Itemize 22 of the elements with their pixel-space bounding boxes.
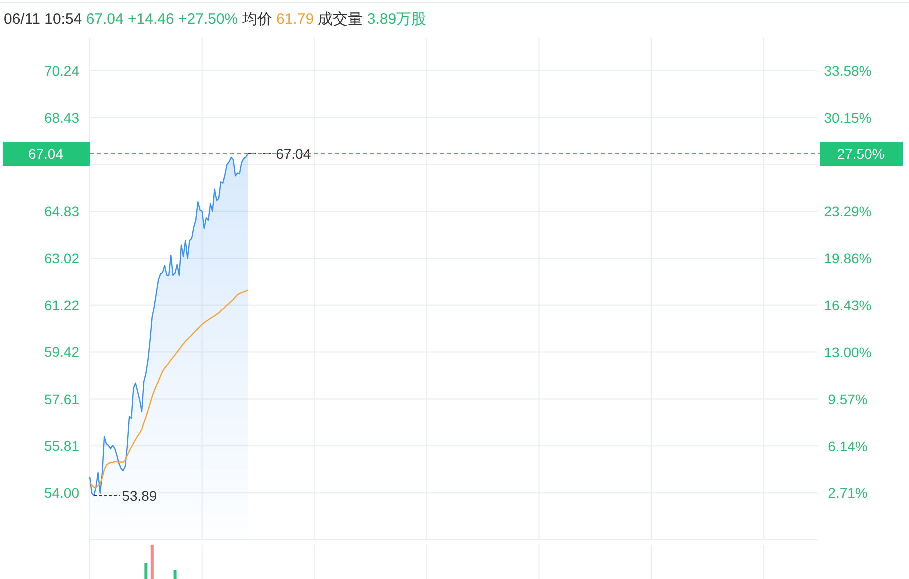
y2-tick-label: 16.43% xyxy=(824,297,872,314)
y-tick-label: 61.22 xyxy=(44,297,80,314)
annotation: 53.89 xyxy=(122,488,158,504)
y2-tick-label: 13.00% xyxy=(824,344,872,360)
y-tick-label: 59.42 xyxy=(44,344,80,360)
y2-tick-label: 2.71% xyxy=(828,485,868,502)
y2-tick-label: 19.86% xyxy=(824,250,872,267)
line-series xyxy=(89,290,249,488)
y-tick-label: 68.43 xyxy=(44,110,80,126)
y-tick-label: 64.83 xyxy=(44,203,80,220)
y2-tick-label: 9.57% xyxy=(828,391,868,408)
y-tick-label: 57.61 xyxy=(44,391,80,408)
y2-tick-label: 30.15% xyxy=(824,110,872,126)
y2-tick-label: 23.29% xyxy=(824,204,872,220)
y-tick-label: 63.02 xyxy=(44,250,80,267)
y-tick-label: 55.81 xyxy=(44,438,80,454)
y2-tick-label: 6.14% xyxy=(828,438,868,454)
ref-line-label: 67.04 xyxy=(28,146,64,162)
y-tick-label: 70.24 xyxy=(44,62,80,79)
y2-tick-label: 33.58% xyxy=(824,62,872,79)
y-tick-label: 54.00 xyxy=(44,485,80,502)
chart-title: 06/11 10:54 67.04 +14.46 +27.50% 均价 61.79 成交量 3.89万股 xyxy=(4,11,427,28)
